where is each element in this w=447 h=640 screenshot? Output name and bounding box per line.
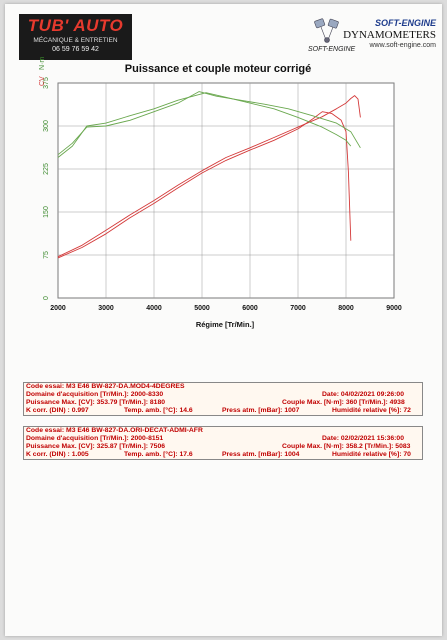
chart-series [57,91,361,259]
series-line-4 [57,92,352,158]
y-tick-label: 150 [43,206,50,218]
y-tick-label: 0 [43,296,50,300]
run2-humidity: Humidité relative [%]: 70 [332,451,411,458]
tub-auto-logo: TUB' AUTO MÉCANIQUE & ENTRETIEN 06 59 76… [19,14,132,60]
y-tick-label: 75 [43,251,50,259]
x-tick-label: 9000 [386,305,402,312]
run1-kcorr: K corr. (DIN) : 0.997 [26,407,89,414]
y-axis-ticks: 0 75 150 225 300 375 [43,77,50,300]
y-tick-label: 225 [43,163,50,175]
x-tick-label: 5000 [194,305,210,312]
pistons-icon [314,18,339,43]
run1-press: Press atm. [mBar]: 1007 [222,407,300,414]
dyno-sheet: TUB' AUTO MÉCANIQUE & ENTRETIEN 06 59 76… [5,4,442,636]
y-tick-label: 300 [43,120,50,132]
run1-torque-max: Couple Max. [N·m]: 360 [Tr/Min.]: 4938 [282,399,405,406]
y-axis-unit-cv: CV [39,76,46,86]
soft-engine-brand: SOFT-ENGINE [374,18,436,28]
run1-humidity: Humidité relative [%]: 72 [332,407,411,414]
soft-engine-website: www.soft-engine.com [369,42,436,49]
series-line-2 [57,111,352,259]
run2-temp: Temp. amb. [°C]: 17.6 [124,451,193,458]
x-tick-label: 7000 [290,305,306,312]
logo-brand: TUB' AUTO [27,16,124,35]
chart-grid [57,82,395,299]
run2-torque-max: Couple Max. [N·m]: 358.2 [Tr/Min.]: 5083 [282,443,411,450]
run2-code: Code essai: M3 E46 BW-827-DA.ORI-DECAT-A… [26,427,203,434]
logo-tagline: MÉCANIQUE & ENTRETIEN [33,37,118,44]
run1-temp: Temp. amb. [°C]: 14.6 [124,407,193,414]
x-tick-label: 4000 [146,305,162,312]
x-tick-label: 6000 [242,305,258,312]
run1-domain: Domaine d'acquisition [Tr/Min.]: 2000-83… [26,391,164,398]
series-line-3 [57,91,361,156]
series-line-1 [57,95,361,258]
soft-engine-product: DYNAMOMETERS [343,29,436,41]
y-tick-label: 375 [43,77,50,89]
plot-area [57,82,395,299]
chart-title: Puissance et couple moteur corrigé [125,63,311,75]
power-torque-chart: Puissance et couple moteur corrigé 0 75 15… [39,57,402,329]
x-tick-label: 2000 [50,305,66,312]
run2-date: Date: 02/02/2021 15:36:00 [322,435,404,442]
run1-date: Date: 04/02/2021 09:26:00 [322,391,404,398]
x-axis-label: Régime [Tr/Min.] [196,320,255,329]
soft-engine-small: SOFT-ENGINE [308,46,356,53]
x-tick-label: 8000 [338,305,354,312]
run-panel-1: Code essai: M3 E46 BW-827-DA.MOD4-4DEGRE… [23,382,423,416]
logo-phone: 06 59 76 59 42 [52,46,99,53]
run2-domain: Domaine d'acquisition [Tr/Min.]: 2000-81… [26,435,164,442]
x-tick-label: 3000 [98,305,114,312]
run1-power-max: Puissance Max. [CV]: 353.79 [Tr/Min.]: 8… [26,399,166,406]
run-panel-2: Code essai: M3 E46 BW-827-DA.ORI-DECAT-A… [23,426,423,460]
x-axis-ticks: 2000 3000 4000 5000 6000 7000 8000 9000 [50,305,402,312]
soft-engine-logo: SOFT-ENGINE DYNAMOMETERS www.soft-engine… [306,18,436,58]
run1-code: Code essai: M3 E46 BW-827-DA.MOD4-4DEGRE… [26,383,185,390]
run2-power-max: Puissance Max. [CV]: 325.87 [Tr/Min.]: 7… [26,443,166,450]
y-axis-unit-nm: N·m [39,57,46,70]
run2-press: Press atm. [mBar]: 1004 [222,451,300,458]
run2-kcorr: K corr. (DIN) : 1.005 [26,451,89,458]
